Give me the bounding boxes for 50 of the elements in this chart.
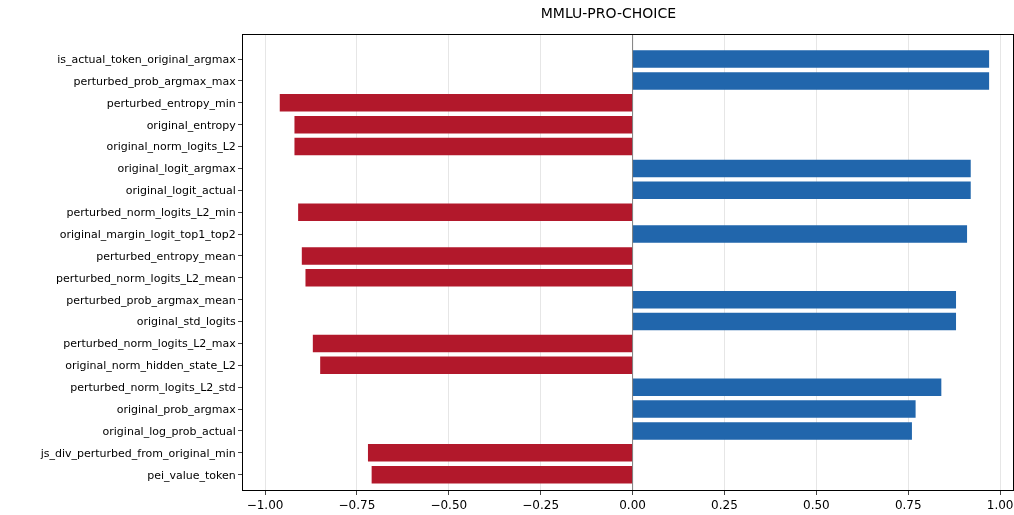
bar	[632, 159, 971, 178]
bar	[312, 334, 633, 353]
bar	[298, 203, 633, 221]
x-tick-label: 0.50	[803, 498, 830, 513]
x-tick-label: −0.50	[430, 498, 468, 513]
y-tick-label: original_logit_argmax	[117, 162, 237, 176]
y-tick-label: perturbed_norm_logits_L2_max	[63, 337, 237, 351]
bar	[305, 269, 633, 287]
y-tick-label: perturbed_norm_logits_L2_mean	[56, 271, 236, 285]
x-tick-label: −0.25	[522, 498, 560, 513]
y-tick-label: perturbed_entropy_mean	[96, 249, 236, 263]
chart-title: MMLU-PRO-CHOICE	[540, 4, 677, 21]
x-tick-label: 1.00	[986, 498, 1014, 513]
y-tick-label: is_actual_token_original_argmax	[57, 52, 237, 66]
bar	[371, 465, 633, 484]
y-tick-label: perturbed_prob_argmax_mean	[66, 293, 236, 307]
y-tick-label: perturbed_entropy_min	[106, 96, 236, 110]
bar	[301, 247, 633, 265]
x-tick-label: −1.00	[246, 498, 284, 513]
bar	[632, 422, 912, 440]
y-tick-label: pei_value_token	[147, 468, 236, 482]
y-tick-label: original_norm_logits_L2	[106, 140, 236, 154]
bar	[632, 312, 957, 331]
y-tick-label: perturbed_prob_argmax_max	[73, 74, 237, 88]
bar	[367, 444, 633, 462]
bar	[632, 290, 957, 309]
y-tick-label: original_norm_hidden_state_L2	[65, 359, 236, 373]
x-tick-label: −0.75	[338, 498, 376, 513]
x-tick-label: 0.75	[894, 498, 922, 513]
bar	[632, 400, 916, 418]
bar	[632, 181, 971, 200]
y-tick-label: js_div_perturbed_from_original_min	[39, 446, 236, 460]
y-tick-label: original_std_logits	[136, 315, 237, 329]
bar	[632, 378, 942, 396]
y-tick-label: perturbed_norm_logits_L2_std	[70, 381, 236, 395]
bar	[320, 356, 633, 375]
y-tick-label: perturbed_norm_logits_L2_min	[66, 206, 236, 220]
bar	[294, 115, 633, 134]
bar	[632, 50, 990, 68]
bar	[632, 225, 968, 243]
x-tick-label: 0.00	[619, 498, 646, 513]
bar	[279, 94, 633, 112]
x-tick-label: 0.25	[711, 498, 738, 513]
y-tick-label: original_log_prob_actual	[102, 424, 236, 438]
bar	[632, 72, 990, 90]
y-tick-label: original_entropy	[146, 118, 237, 132]
bar	[294, 137, 633, 156]
y-tick-label: original_margin_logit_top1_top2	[59, 227, 236, 241]
y-tick-label: original_logit_actual	[125, 184, 236, 198]
y-tick-label: original_prob_argmax	[116, 402, 237, 416]
